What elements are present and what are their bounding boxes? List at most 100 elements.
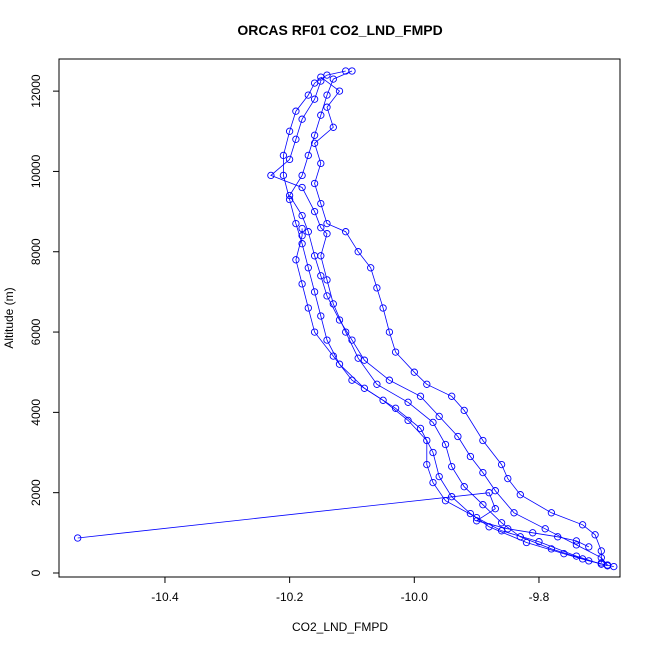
data-point <box>304 304 312 312</box>
x-tick-label: -10.2 <box>276 590 304 604</box>
data-point <box>429 418 437 427</box>
data-point <box>317 111 325 119</box>
data-point <box>485 489 493 497</box>
data-point <box>385 328 394 336</box>
data-point <box>310 179 319 188</box>
data-point <box>479 501 487 509</box>
data-point <box>298 224 306 233</box>
data-point <box>317 312 325 320</box>
data-point <box>298 171 306 180</box>
data-point <box>285 195 294 204</box>
data-point <box>285 155 294 164</box>
data-point <box>435 472 443 481</box>
data-point <box>423 436 431 445</box>
data-point <box>466 509 475 518</box>
data-point <box>310 207 319 216</box>
data-point <box>497 519 506 527</box>
data-point <box>329 123 337 131</box>
data-point <box>317 159 325 168</box>
data-point <box>310 139 319 147</box>
data-point <box>323 91 331 99</box>
data-point <box>435 412 443 421</box>
data-point <box>572 537 581 545</box>
data-point <box>360 384 369 392</box>
y-axis-label: Altitude (m) <box>2 287 16 348</box>
data-point <box>410 368 418 376</box>
data-point <box>329 300 337 308</box>
data-point <box>304 228 312 236</box>
data-point <box>285 127 294 135</box>
data-point <box>429 448 437 457</box>
data-point <box>416 392 425 400</box>
x-axis-label: CO2_LND_FMPD <box>292 620 388 634</box>
data-point <box>310 95 319 103</box>
data-point <box>354 248 362 256</box>
data-point <box>466 452 475 461</box>
data-point <box>335 360 344 368</box>
series-line <box>77 492 589 548</box>
data-point <box>298 115 306 123</box>
data-point <box>597 547 605 555</box>
series-3 <box>267 77 612 570</box>
series-line <box>270 80 608 567</box>
data-point <box>298 183 306 192</box>
y-tick-label: 12000 <box>29 74 43 108</box>
series-line <box>314 76 602 563</box>
data-point <box>317 77 325 85</box>
data-point <box>391 348 400 356</box>
data-point <box>317 252 325 260</box>
data-point <box>504 525 512 533</box>
data-point <box>404 416 412 425</box>
data-point <box>491 505 499 513</box>
data-point <box>342 228 350 236</box>
y-tick-label: 8000 <box>29 238 43 265</box>
data-point <box>279 171 288 180</box>
y-tick-label: 4000 <box>29 399 43 426</box>
data-point <box>348 336 356 344</box>
data-point <box>267 171 275 180</box>
series-line <box>295 228 602 565</box>
data-point <box>373 284 381 292</box>
y-tick-label: 6000 <box>29 318 43 345</box>
data-point <box>354 354 362 362</box>
data-point <box>317 224 325 232</box>
data-point <box>310 131 319 139</box>
series-4 <box>310 73 605 567</box>
y-tick-label: 10000 <box>29 154 43 188</box>
data-point <box>310 328 319 336</box>
data-point <box>317 199 325 208</box>
data-point <box>323 103 331 111</box>
data-point <box>510 509 518 517</box>
data-point <box>298 232 306 240</box>
y-tick-label: 0 <box>29 569 43 576</box>
data-point <box>304 91 312 99</box>
data-point <box>529 529 537 537</box>
x-tick-label: -9.8 <box>529 590 550 604</box>
data-point <box>292 135 300 143</box>
x-tick-label: -10.0 <box>401 590 429 604</box>
chart-title: ORCAS RF01 CO2_LND_FMPD <box>237 22 442 38</box>
data-point <box>323 292 331 300</box>
data-point <box>323 230 331 238</box>
data-point <box>585 543 593 551</box>
data-point <box>404 398 412 406</box>
data-point <box>454 432 462 441</box>
data-point <box>304 264 312 272</box>
data-point <box>541 525 549 533</box>
data-point <box>292 219 300 228</box>
data-point <box>385 376 394 384</box>
plot-frame <box>58 58 621 578</box>
data-point <box>479 468 487 477</box>
data-point <box>348 67 356 75</box>
series-2 <box>285 67 612 569</box>
data-point <box>416 424 425 433</box>
data-point <box>298 280 306 288</box>
x-tick-label: -10.4 <box>151 590 179 604</box>
data-point <box>497 460 506 469</box>
data-point <box>472 517 481 525</box>
x-axis: -10.4 -10.2 -10.0 -9.8 <box>151 577 550 604</box>
series-line <box>283 70 614 567</box>
data-point <box>448 462 456 471</box>
